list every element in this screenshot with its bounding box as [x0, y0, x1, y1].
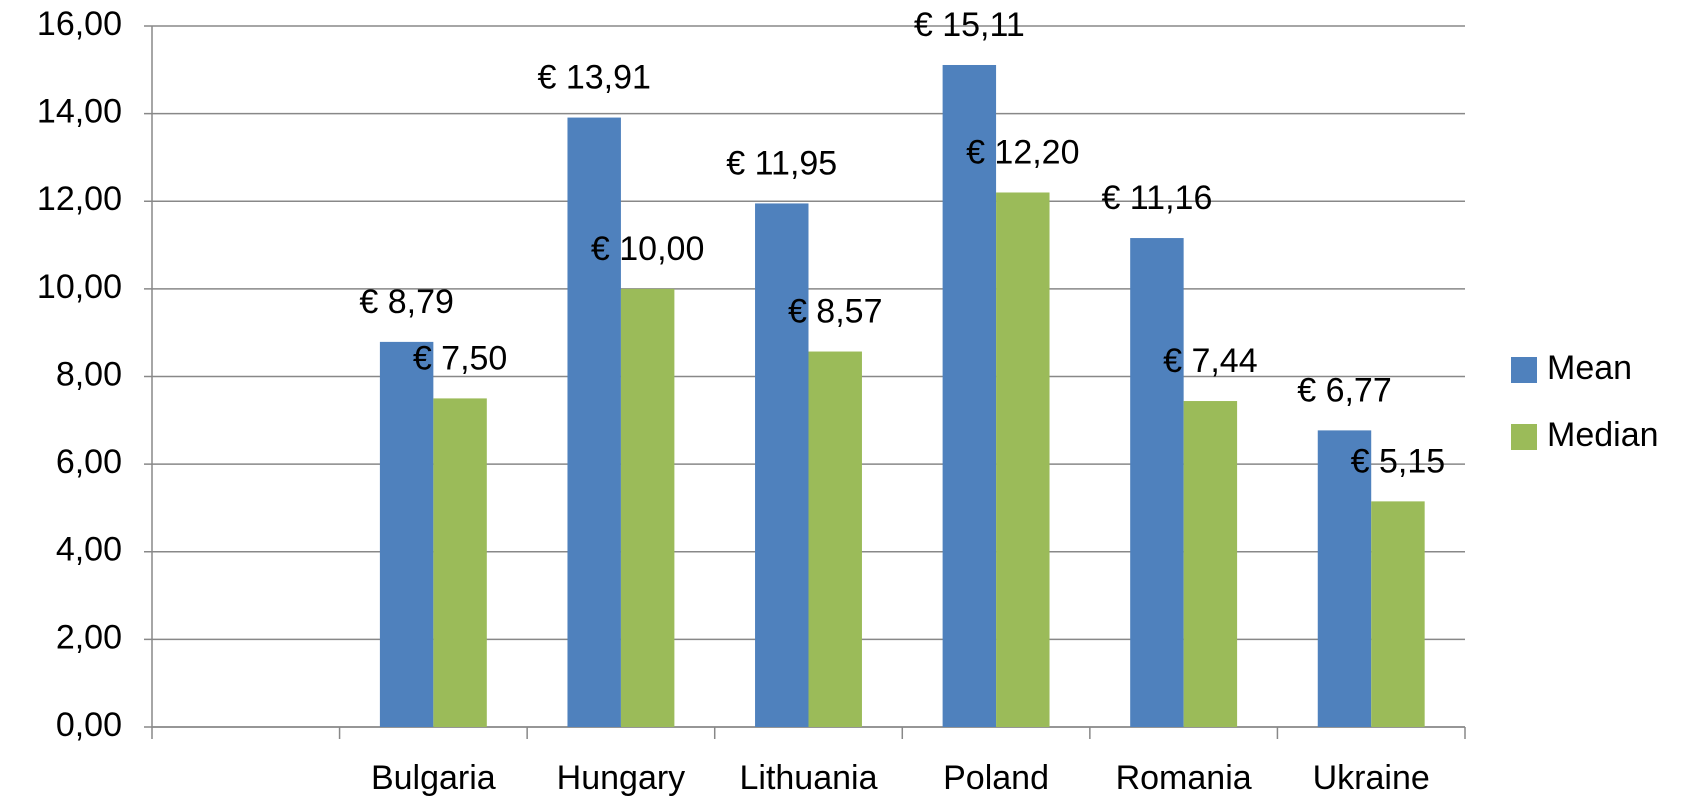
- data-label: € 5,15: [1351, 442, 1446, 480]
- y-tick-label: 16,00: [37, 5, 122, 43]
- legend-label: Median: [1547, 416, 1659, 454]
- bar: [620, 288, 675, 727]
- bar: [567, 117, 621, 728]
- bar: [808, 351, 862, 727]
- bar: [1130, 238, 1184, 728]
- data-label: € 8,79: [359, 283, 454, 321]
- y-tick-label: 8,00: [56, 355, 122, 393]
- x-tick-label: Ukraine: [1313, 759, 1430, 797]
- data-label: € 8,57: [788, 293, 883, 331]
- x-tick-label: Lithuania: [739, 759, 877, 797]
- data-label: € 11,95: [726, 144, 837, 182]
- bar: [379, 341, 434, 727]
- y-tick-label: 4,00: [56, 531, 122, 569]
- data-label: € 11,16: [1101, 179, 1212, 217]
- bar: [755, 203, 809, 728]
- bar: [1317, 430, 1372, 727]
- bar: [996, 192, 1050, 728]
- data-label: € 13,91: [537, 59, 650, 97]
- x-tick-label: Bulgaria: [371, 759, 496, 797]
- data-label: € 12,20: [966, 133, 1079, 171]
- data-label: € 7,50: [413, 339, 508, 377]
- y-tick-label: 0,00: [56, 706, 122, 744]
- x-tick-label: Hungary: [557, 759, 686, 797]
- legend-swatch: [1511, 357, 1537, 383]
- bar: [942, 64, 997, 728]
- y-tick-label: 6,00: [56, 443, 122, 481]
- data-label: € 15,11: [914, 6, 1025, 44]
- bar: [433, 398, 487, 727]
- data-label: € 6,77: [1297, 371, 1392, 409]
- y-tick-label: 10,00: [37, 268, 122, 306]
- legend-label: Mean: [1547, 349, 1632, 387]
- data-label: € 10,00: [591, 230, 704, 268]
- y-tick-label: 2,00: [56, 618, 122, 656]
- x-tick-label: Poland: [943, 759, 1049, 797]
- bar: [1183, 401, 1238, 727]
- legend-swatch: [1511, 424, 1537, 450]
- bar: [1371, 501, 1425, 727]
- y-tick-label: 14,00: [37, 93, 122, 131]
- x-tick-label: Romania: [1116, 759, 1252, 797]
- data-label: € 7,44: [1163, 342, 1258, 380]
- y-tick-label: 12,00: [37, 180, 122, 218]
